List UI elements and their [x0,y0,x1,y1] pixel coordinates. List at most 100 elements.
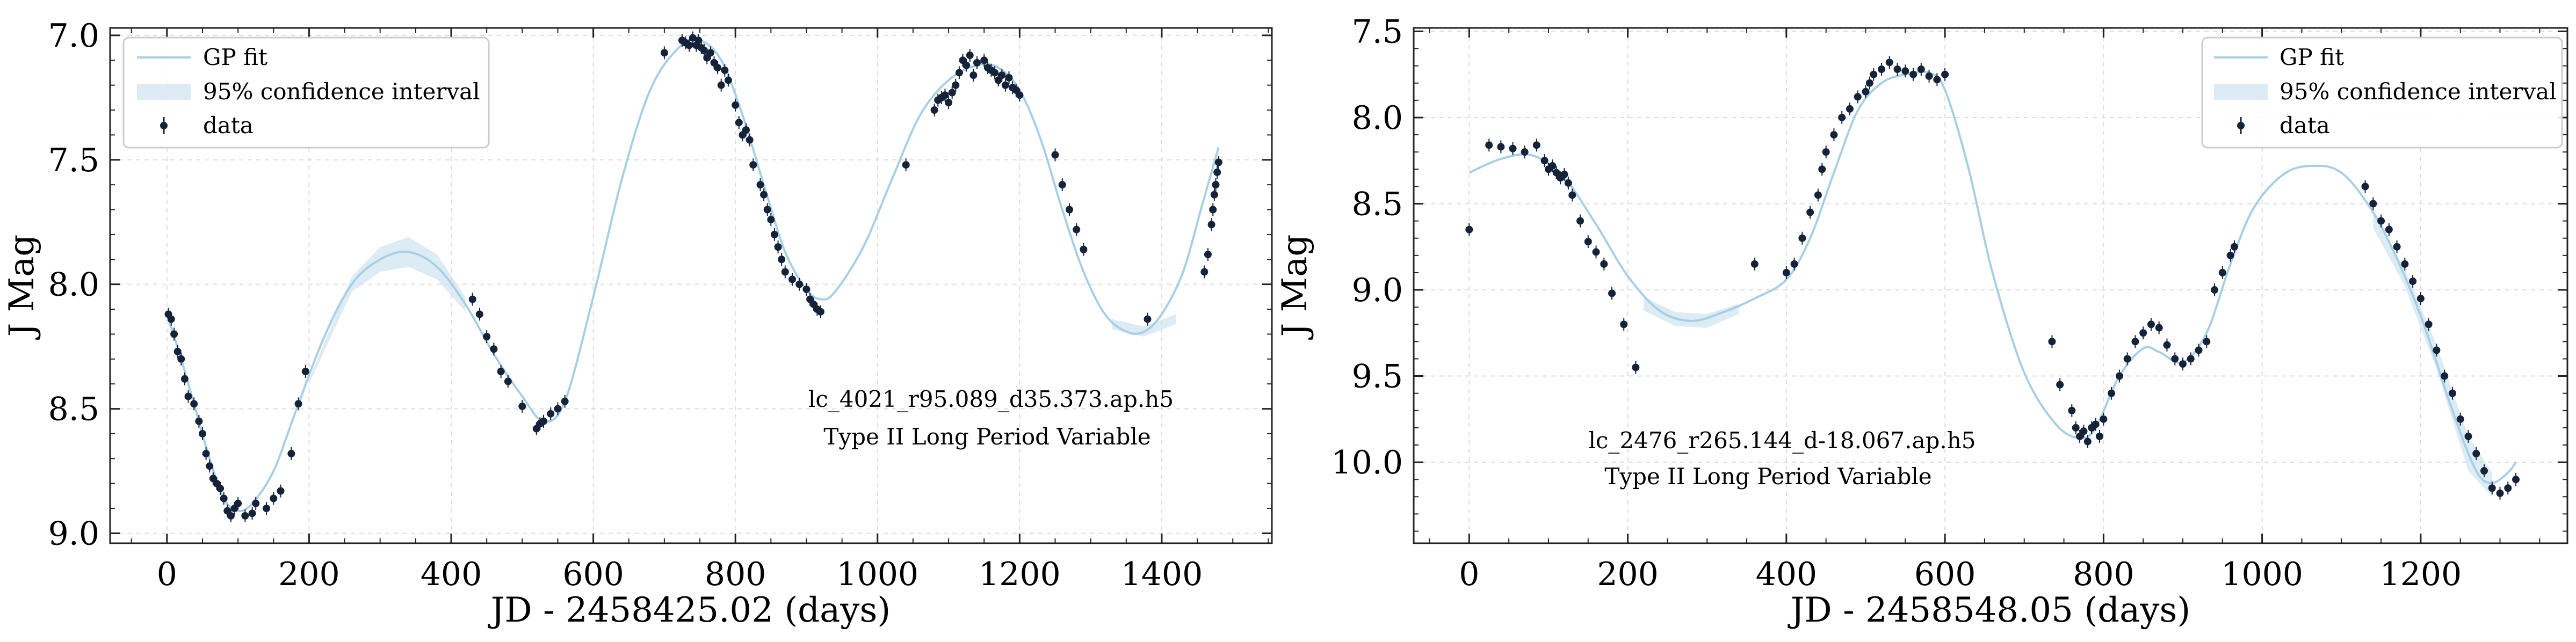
confidence-band-segment [2373,214,2492,497]
data-point [248,509,256,517]
data-point [760,191,768,199]
data-point [263,505,271,513]
y-tick-label: 9.0 [1352,272,1403,309]
data-point [2361,183,2369,191]
data-point [2496,489,2504,497]
data-point [2195,346,2203,354]
data-point [234,499,242,507]
data-point [2211,286,2219,294]
data-point [2080,427,2088,435]
data-point [2068,406,2076,414]
legend-band-swatch-right [2214,84,2268,100]
legend-left: GP fit 95% confidence interval data [122,37,490,149]
legend-band-swatch-left [137,84,191,100]
chart-left: 0 200 400 600 800 1000 1200 1400 7.0 7.5 8.0 8.5 9.… [2,17,1273,630]
data-point [767,216,775,224]
data-point [955,69,963,77]
data-point [1806,208,1814,216]
data-point [2171,355,2179,363]
data-point [1814,191,1822,199]
data-point [277,487,285,495]
data-point [973,59,981,67]
data-point [554,405,562,413]
data-point [816,308,824,316]
data-point [198,429,206,437]
data-point [948,89,956,97]
data-point [180,375,189,383]
data-point [1521,148,1529,156]
data-point [2369,200,2377,208]
data-point [1560,170,1568,178]
y-tick-label: 7.0 [48,17,99,55]
data-point [2385,225,2393,234]
annotation-filename-right: lc_2476_r265.144_d-18.067.ap.h5 [1588,427,1976,454]
data-point [227,512,235,520]
data-point [2203,338,2211,346]
data-point [941,91,949,99]
data-point [1584,238,1592,246]
data-point [2456,415,2464,423]
x-ticks-right: 0 200 400 600 800 1000 1200 [1429,28,2541,593]
data-point [2076,432,2084,440]
data-point [195,417,203,425]
data-point [1782,268,1790,276]
data-point [2108,389,2116,397]
data-point [1214,158,1222,166]
data-point [1941,70,1949,78]
data-point [2048,338,2056,346]
data-point [706,49,714,57]
grid-right [1414,28,2567,543]
data-point [1465,225,1473,234]
y-tick-label: 8.5 [1352,185,1403,223]
data-points-left [164,31,1222,522]
data-point [749,161,757,169]
confidence-band-segment [1644,296,1739,328]
legend-right: GP fit 95% confidence interval data [2201,37,2563,149]
data-point [1204,251,1212,259]
data-point [963,61,971,69]
x-tick-label: 800 [705,556,766,593]
confidence-band-segment [1112,314,1176,337]
data-point [742,126,750,134]
data-point [1564,179,1572,187]
data-point [1568,191,1576,199]
data-point [1822,148,1830,156]
x-tick-label: 0 [157,556,177,593]
data-point [2092,420,2100,428]
y-tick-label: 7.5 [48,142,99,179]
x-axis-title-left: JD - 2458425.02 (days) [488,590,891,630]
legend-label-data-left: data [203,112,254,138]
data-point [2163,341,2171,349]
data-point [504,377,512,385]
confidence-band-right [1644,214,2492,497]
legend-label-data-right: data [2280,112,2330,138]
data-point [270,494,278,502]
data-point [1540,157,1549,165]
x-tick-label: 200 [278,556,340,593]
data-point [561,397,569,405]
legend-box-right [2201,37,2563,149]
data-point [778,256,786,264]
data-point [483,333,491,341]
data-point [2504,484,2512,492]
data-point [1058,181,1066,189]
data-point [1838,113,1846,121]
data-point [2377,217,2385,225]
data-point [763,206,771,214]
data-point [2409,277,2417,285]
gp-fit-line [1468,70,2517,484]
x-tick-label: 400 [421,556,482,593]
data-point [2147,320,2155,329]
data-point [2512,476,2520,484]
data-point [184,392,192,400]
data-point [1878,65,1886,74]
y-tick-label: 7.5 [1352,13,1403,50]
data-point [2401,260,2409,268]
data-point [252,499,260,507]
data-point [2230,243,2238,251]
legend-box-left [122,37,490,149]
data-point [220,494,228,502]
data-point [539,417,547,425]
data-point [202,450,210,458]
y-tick-label: 9.0 [48,515,99,552]
